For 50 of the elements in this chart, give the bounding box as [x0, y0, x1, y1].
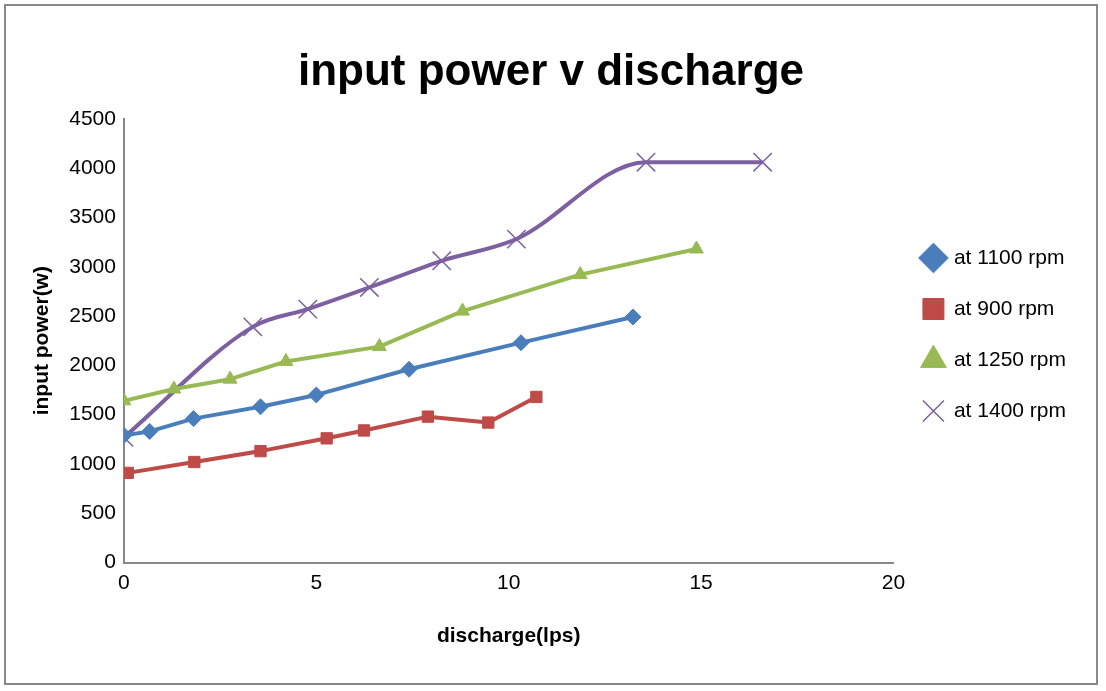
y-tick-label: 2500	[69, 302, 116, 326]
point	[482, 416, 495, 429]
point	[512, 334, 530, 352]
point	[530, 390, 543, 404]
x-tick-label: 5	[310, 570, 323, 593]
point	[359, 277, 380, 298]
y-tick-label: 1000	[69, 450, 116, 474]
y-tick-label: 1500	[69, 401, 116, 425]
x-tick-label: 0	[118, 570, 130, 593]
point	[572, 266, 588, 280]
point	[506, 229, 527, 250]
point	[188, 455, 201, 469]
point	[431, 250, 452, 271]
point	[297, 299, 318, 320]
legend-label: at 1400 rpm	[953, 397, 1067, 421]
y-tick-label: 500	[80, 500, 116, 524]
y-tick-label: 4000	[69, 154, 116, 178]
point	[252, 398, 270, 416]
point	[166, 380, 182, 394]
y-axis-title: input power(w)	[29, 266, 53, 416]
y-tick-label: 3500	[69, 204, 116, 228]
point	[400, 360, 418, 378]
x-axis-title: discharge(lps)	[436, 623, 581, 647]
x-tick-label: 10	[497, 570, 521, 593]
legend-label: at 900 rpm	[953, 295, 1055, 319]
legend-label: at 1250 rpm	[953, 346, 1067, 370]
point	[123, 466, 134, 480]
point	[752, 152, 773, 173]
legend-label: at 1100 rpm	[953, 244, 1065, 268]
point	[624, 308, 642, 326]
point	[185, 410, 203, 428]
y-tick-label: 2000	[69, 352, 116, 376]
point	[371, 338, 387, 352]
point	[689, 240, 704, 254]
x-tick-label: 20	[881, 570, 906, 593]
point	[455, 302, 470, 316]
chart-title: input power v discharge	[297, 44, 805, 94]
y-tick-label: 0	[104, 549, 116, 573]
point	[357, 424, 371, 437]
y-tick-label: 4500	[69, 105, 116, 129]
x-tick-label: 15	[689, 570, 713, 593]
point	[141, 422, 159, 440]
point	[636, 152, 656, 173]
point	[307, 386, 325, 404]
point	[222, 370, 238, 384]
point	[320, 432, 333, 445]
point	[421, 410, 435, 423]
point	[254, 445, 267, 458]
y-tick-label: 3000	[69, 253, 116, 277]
point	[242, 316, 263, 337]
